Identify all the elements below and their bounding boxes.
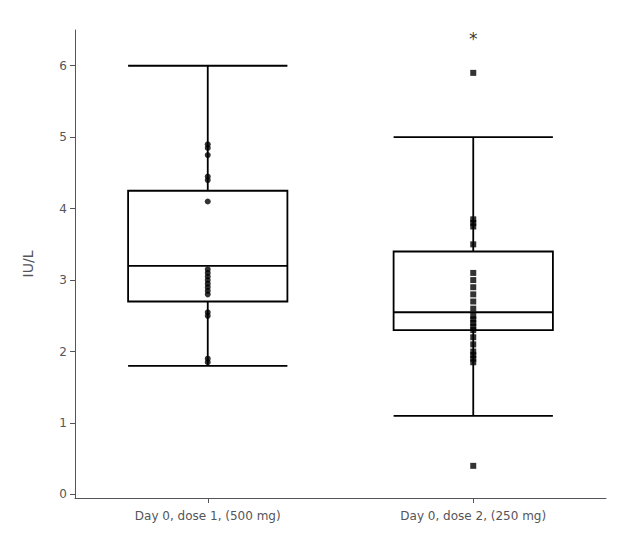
svg-text:*: *	[469, 29, 478, 49]
svg-text:2: 2	[59, 345, 67, 359]
svg-text:3: 3	[59, 273, 67, 287]
svg-text:6: 6	[59, 59, 67, 73]
svg-text:Day 0, dose 1, (500 mg): Day 0, dose 1, (500 mg)	[135, 509, 281, 523]
svg-text:IU/L: IU/L	[20, 250, 36, 277]
svg-text:Day 0, dose 2, (250 mg): Day 0, dose 2, (250 mg)	[400, 509, 546, 523]
svg-text:1: 1	[59, 416, 67, 430]
svg-text:4: 4	[59, 202, 67, 216]
svg-text:0: 0	[59, 487, 67, 501]
svg-text:5: 5	[59, 130, 67, 144]
